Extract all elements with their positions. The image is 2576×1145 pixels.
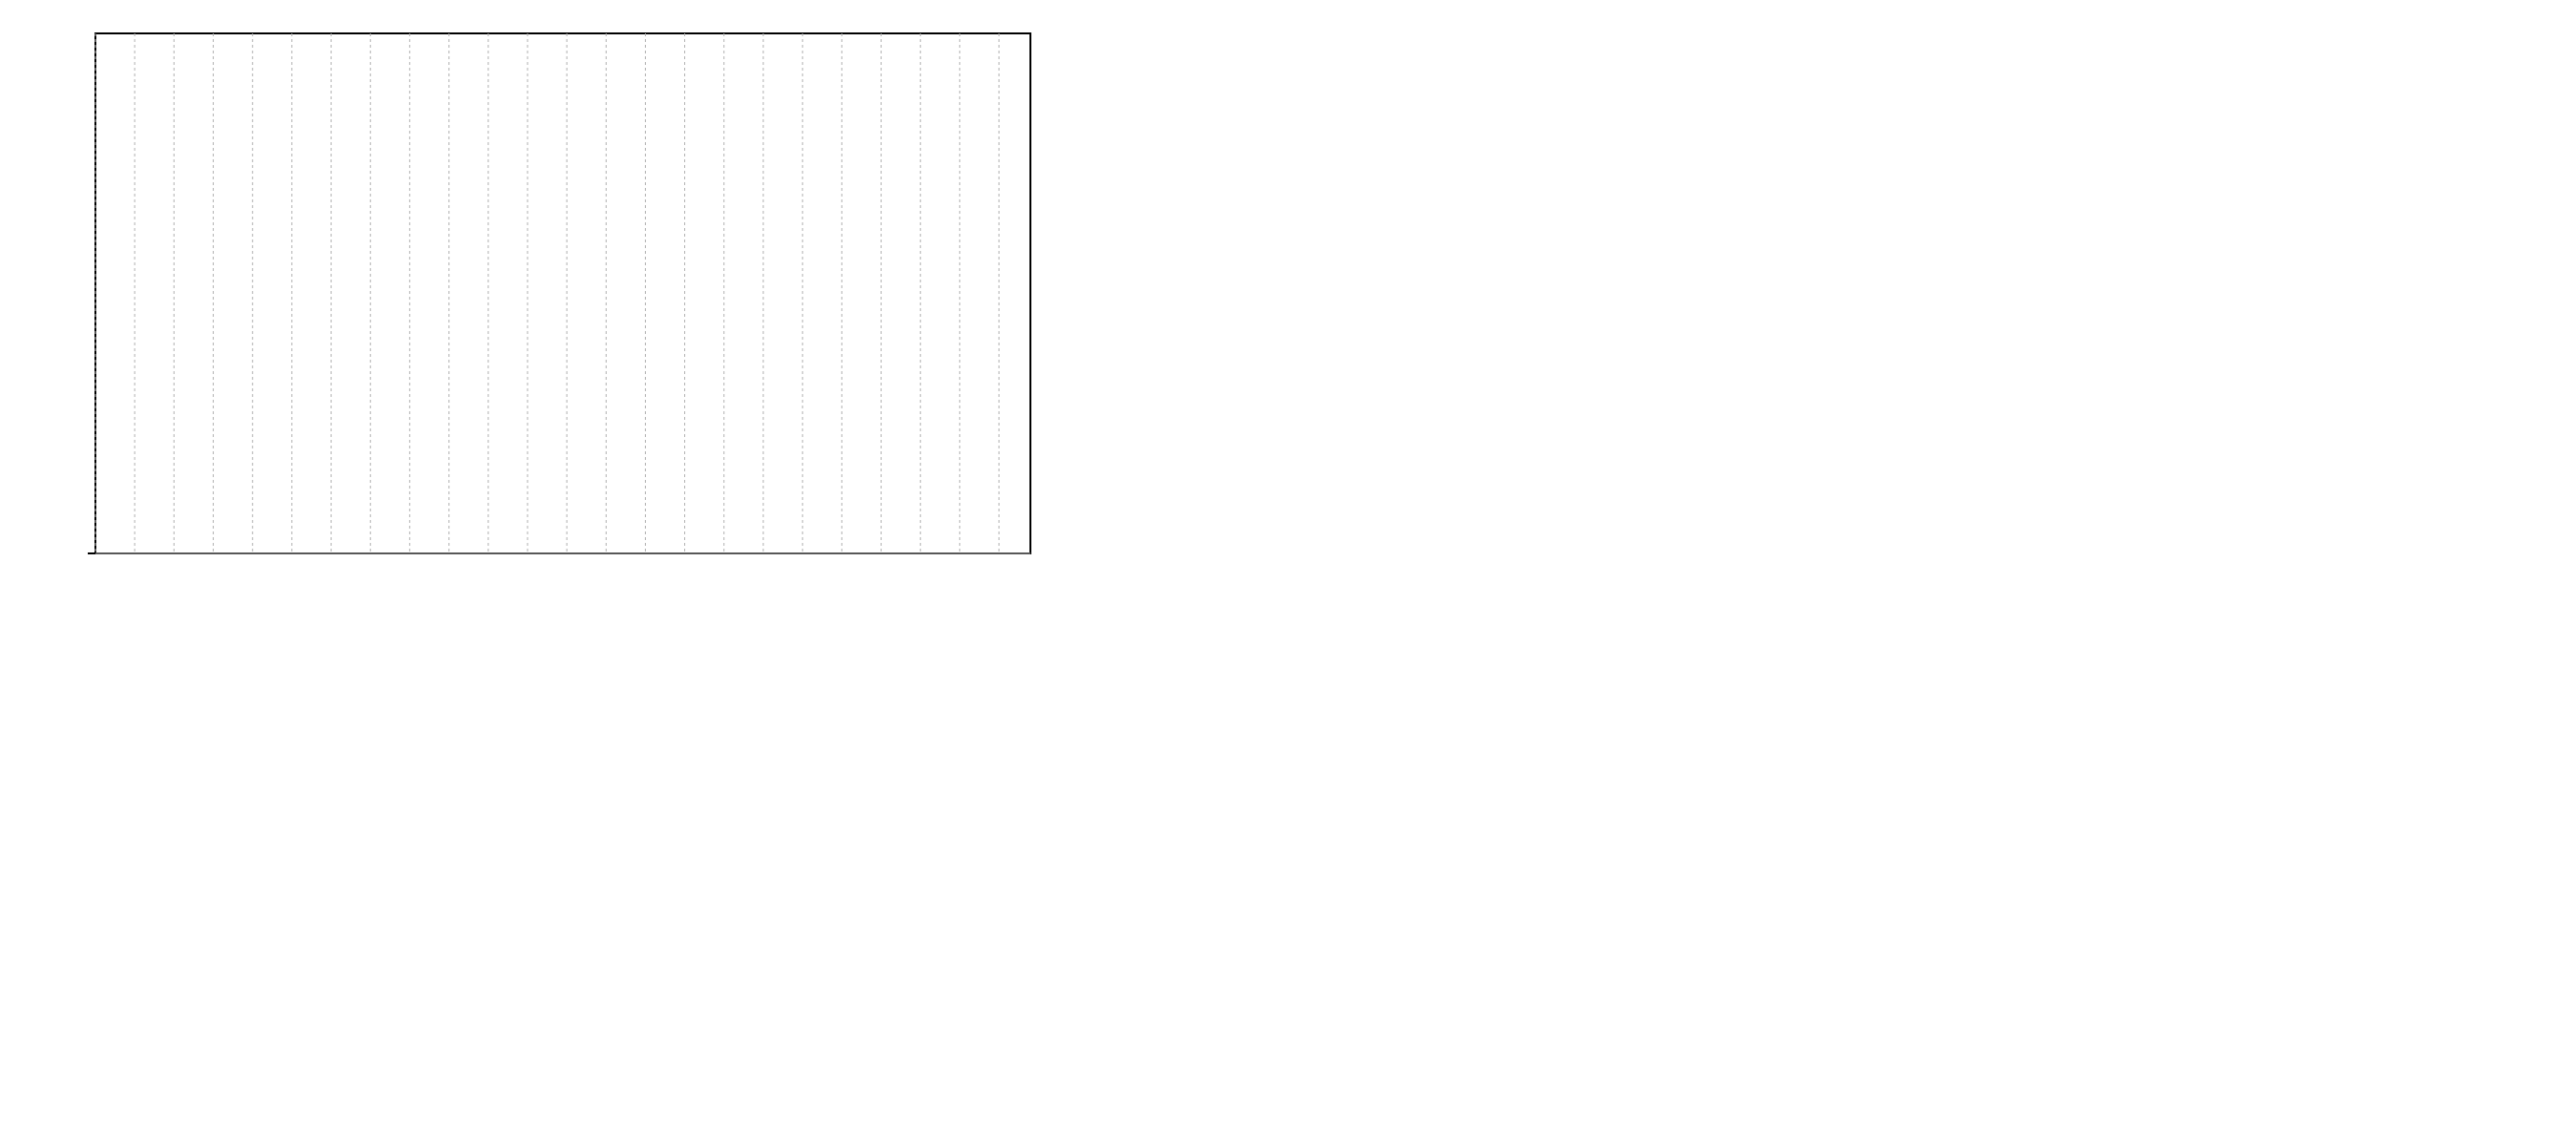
chart-svg — [0, 0, 1431, 636]
chart-container — [0, 0, 1431, 636]
chart-bg — [0, 0, 1431, 636]
